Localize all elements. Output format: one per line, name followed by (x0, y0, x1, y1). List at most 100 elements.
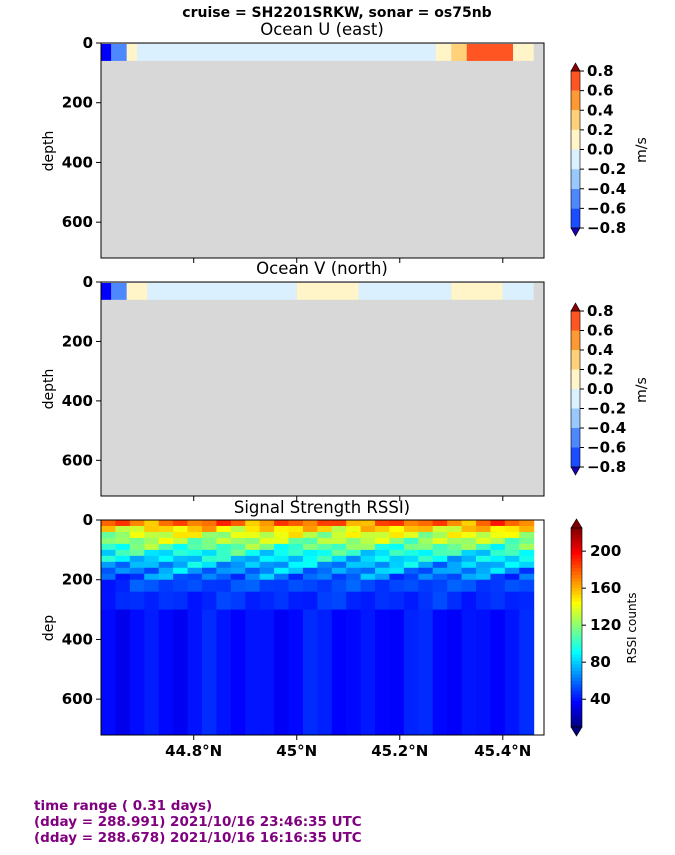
rssi-cell (288, 549, 304, 557)
rssi-cell (360, 555, 376, 563)
rssi-cell (403, 579, 419, 593)
rssi-cell (216, 609, 232, 736)
rssi-cell (288, 555, 304, 563)
rssi-cell (389, 525, 405, 533)
colorbar-tick-label: −0.6 (587, 199, 626, 217)
colorbar-segment (571, 584, 582, 589)
rssi-cell (101, 609, 116, 736)
rssi-cell (461, 555, 477, 563)
rssi-cell (274, 549, 290, 557)
colorbar-segment (571, 311, 580, 331)
rssi-cell (476, 525, 491, 533)
rssi-cell (331, 591, 347, 611)
rssi-cell (230, 531, 246, 539)
colorbar-tick-label: −0.8 (587, 458, 626, 476)
colorbar-tick-label: −0.4 (587, 180, 626, 198)
rssi-cell (129, 525, 145, 533)
rssi-cell (158, 567, 174, 575)
rssi-cell (115, 549, 131, 557)
rssi-cell (158, 537, 174, 545)
rssi-cell (461, 561, 477, 569)
rssi-cell (129, 591, 145, 611)
rssi-cell (187, 555, 203, 563)
rssi-cell (245, 520, 261, 527)
rssi-cell (201, 555, 217, 563)
rssi-cell (274, 573, 290, 581)
x-tick-label: 45.2°N (371, 742, 428, 760)
rssi-cell (115, 567, 131, 575)
rssi-cell (302, 543, 318, 551)
rssi-cell (461, 573, 477, 581)
no-data-background (101, 282, 544, 496)
colorbar-segment (571, 547, 582, 552)
rssi-cell (144, 555, 160, 563)
rssi-cell (158, 561, 174, 569)
rssi-cell (418, 537, 434, 545)
rssi-cell (259, 567, 275, 575)
rssi-cell (461, 591, 477, 611)
rssi-cell (101, 531, 116, 539)
rssi-cell (201, 543, 217, 551)
rssi-cell (331, 561, 347, 569)
rssi-cell (216, 537, 232, 545)
colorbar-extend-min (570, 466, 581, 476)
velocity-cell (435, 44, 452, 61)
rssi-cell (173, 555, 189, 563)
rssi-cell (346, 549, 362, 557)
rssi-cell (418, 573, 434, 581)
rssi-cell (230, 520, 246, 527)
rssi-cell (317, 609, 333, 736)
colorbar-extend-max (570, 62, 581, 72)
colorbar-segment (571, 650, 582, 655)
rssi-cell (317, 573, 333, 581)
rssi-cell (389, 609, 405, 736)
rssi-cell (447, 543, 463, 551)
colorbar-segment (571, 647, 582, 652)
rssi-cell (447, 609, 463, 736)
rssi-cell (201, 520, 217, 527)
rssi-cell (490, 520, 506, 527)
colorbar-tick-label: 0.4 (587, 101, 614, 119)
colorbar: −0.8 −0.6−0.4 −0.20.0 0.2 0.40.6 0.8 (570, 62, 626, 237)
rssi-cell (504, 537, 520, 545)
rssi-cell (403, 561, 419, 569)
rssi-cell (245, 573, 261, 581)
panel-title: Ocean V (north) (256, 259, 388, 278)
velocity-cell (296, 283, 359, 300)
rssi-cell (461, 531, 477, 539)
rssi-cell (115, 525, 131, 533)
rssi-cell (476, 609, 491, 736)
rssi-cell (331, 579, 347, 593)
colorbar-tick-label: 40 (590, 690, 611, 708)
rssi-cell (331, 549, 347, 557)
rssi-cell (216, 567, 232, 575)
rssi-cell (245, 579, 261, 593)
rssi-cell (101, 591, 116, 611)
rssi-cell (476, 567, 491, 575)
rssi-cell (317, 579, 333, 593)
rssi-cell (259, 609, 275, 736)
velocity-cell (111, 44, 127, 61)
y-tick-label: 600 (62, 451, 93, 469)
colorbar-segment (571, 604, 582, 608)
colorbar-segment (571, 634, 582, 638)
colorbar-segment (571, 673, 582, 678)
rssi-cell (201, 591, 217, 611)
rssi-cell (346, 591, 362, 611)
rssi-cell (418, 609, 434, 736)
rssi-cell (101, 555, 116, 563)
rssi-cell (403, 549, 419, 557)
rssi-cell (432, 525, 448, 533)
rssi-cell (274, 567, 290, 575)
rssi-cell (403, 591, 419, 611)
colorbar-segment (571, 541, 582, 545)
rssi-cell (101, 543, 116, 551)
rssi-cell (447, 520, 463, 527)
colorbar-segment (571, 610, 582, 615)
rssi-cell (389, 561, 405, 569)
colorbar-segment (571, 554, 582, 559)
colorbar-segment (571, 581, 582, 585)
rssi-cell (490, 567, 506, 575)
rssi-cell (201, 561, 217, 569)
rssi-cell (274, 543, 290, 551)
